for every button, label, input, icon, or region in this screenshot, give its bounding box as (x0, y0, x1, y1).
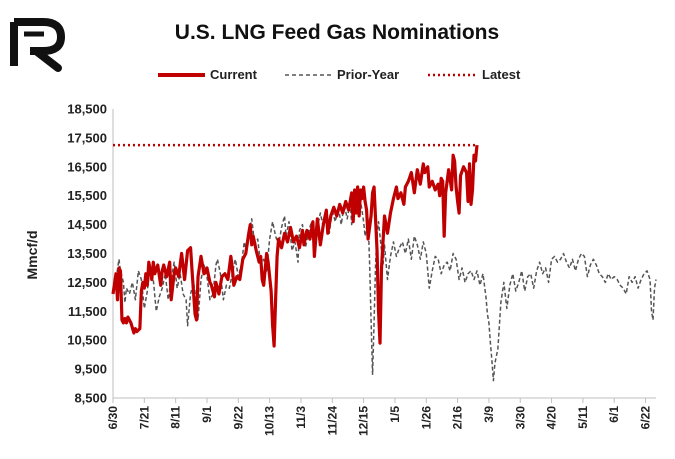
x-tick-label: 4/20 (545, 406, 559, 430)
x-tick-label: 8/11 (169, 406, 183, 429)
legend-label-latest: Latest (482, 67, 521, 82)
x-tick-label: 11/3 (294, 406, 308, 429)
y-axis-label: Mmcf/d (24, 231, 40, 280)
x-tick-label: 6/30 (106, 406, 120, 430)
x-tick-label: 3/9 (482, 406, 496, 423)
y-tick-label: 17,500 (67, 130, 107, 145)
y-tick-label: 8,500 (74, 391, 107, 406)
x-tick-label: 2/16 (451, 406, 465, 430)
rg-monogram-logo-icon (10, 18, 65, 72)
y-tick-label: 10,500 (67, 333, 107, 348)
x-tick-label: 6/1 (607, 406, 621, 423)
x-tick-label: 3/30 (513, 406, 527, 430)
x-tick-label: 5/11 (576, 406, 590, 429)
series-layer (111, 143, 657, 382)
x-tick-label: 6/22 (639, 406, 653, 430)
y-tick-label: 15,500 (67, 188, 107, 203)
series-line-prior-year (112, 197, 657, 382)
x-tick-label: 9/22 (231, 406, 245, 430)
legend: Current Prior-Year Latest (158, 67, 521, 82)
x-tick-label: 10/13 (263, 406, 277, 436)
x-tick-label: 1/5 (388, 406, 402, 423)
series-line-current (111, 144, 479, 348)
y-tick-label: 18,500 (67, 102, 107, 117)
x-axis-ticks: 6/30 7/21 8/11 9/1 9/22 10/13 11/3 11/24 12/15 1/… (106, 398, 653, 436)
y-tick-label: 9,500 (74, 362, 107, 377)
x-tick-label: 12/15 (357, 406, 371, 436)
y-tick-label: 12,500 (67, 275, 107, 290)
y-axis-ticks: 8,500 9,500 10,500 11,500 12,500 13,500 14,500… (67, 102, 107, 406)
legend-label-prior-year: Prior-Year (337, 67, 399, 82)
y-tick-label: 16,500 (67, 159, 107, 174)
y-tick-label: 13,500 (67, 246, 107, 261)
chart-title: U.S. LNG Feed Gas Nominations (175, 21, 499, 44)
legend-label-current: Current (210, 67, 258, 82)
x-tick-label: 7/21 (137, 406, 151, 430)
x-tick-label: 9/1 (200, 406, 214, 423)
y-tick-label: 11,500 (68, 304, 107, 319)
x-tick-label: 11/24 (325, 406, 339, 436)
y-tick-label: 14,500 (67, 217, 107, 232)
x-tick-label: 1/26 (419, 406, 433, 430)
